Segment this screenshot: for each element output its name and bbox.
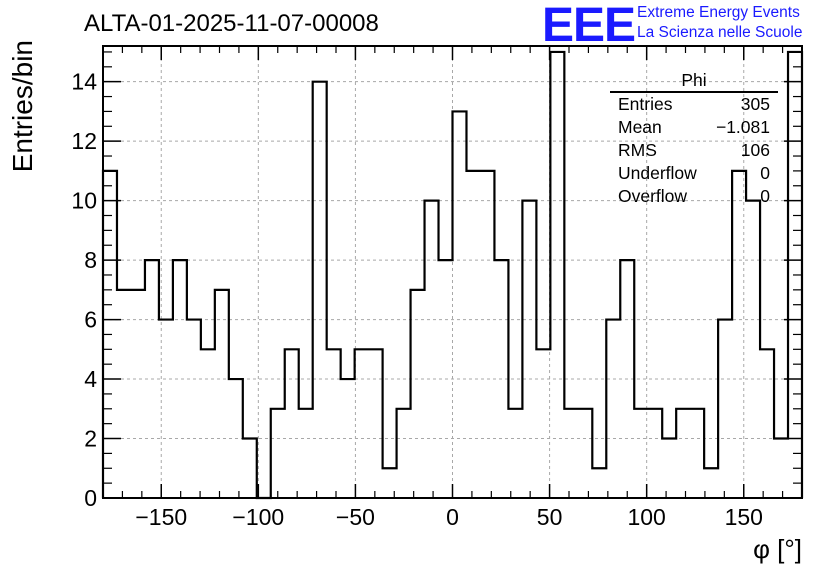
- eee-logo: EEE: [542, 0, 636, 52]
- y-tick-label: 0: [84, 485, 97, 511]
- stats-row-rms: RMS 106: [612, 139, 778, 162]
- stats-label: Entries: [618, 94, 673, 114]
- x-tick-label: −50: [336, 504, 375, 530]
- logo-caption-line1: Extreme Energy Events: [637, 4, 800, 21]
- stats-row-entries: Entries 305: [612, 93, 778, 116]
- tick-labels: −150 −100 −50 0 50 100 150 0 2 4 6 8 10 12 14: [71, 69, 763, 530]
- y-tick-label: 14: [71, 69, 97, 95]
- stats-label: Overflow: [618, 186, 688, 206]
- y-tick-label: 6: [84, 307, 97, 333]
- y-tick-label: 2: [84, 426, 97, 452]
- axis-ticks: [103, 46, 802, 499]
- stats-row-overflow: Overflow 0: [612, 185, 778, 208]
- stats-value: 305: [740, 94, 770, 114]
- stats-value: 106: [740, 140, 770, 160]
- stats-title: Phi: [610, 70, 778, 93]
- y-tick-label: 8: [84, 247, 97, 273]
- stats-label: Mean: [618, 117, 662, 137]
- stats-value: −1.081: [715, 117, 770, 137]
- x-tick-label: −100: [232, 504, 284, 530]
- stats-label: RMS: [618, 140, 657, 160]
- logo-caption-line2: La Scienza nelle Scuole: [637, 24, 803, 41]
- y-axis-label: Entries/bin: [7, 40, 38, 172]
- stats-value: 0: [760, 186, 770, 206]
- stats-row-mean: Mean −1.081: [612, 116, 778, 139]
- stats-box: Phi Entries 305 Mean −1.081 RMS 106 Unde…: [610, 70, 778, 208]
- y-tick-label: 12: [71, 128, 97, 154]
- stats-value: 0: [760, 163, 770, 183]
- x-tick-label: 0: [446, 504, 459, 530]
- x-tick-label: 50: [537, 504, 563, 530]
- x-tick-label: 150: [725, 504, 763, 530]
- x-tick-label: 100: [627, 504, 665, 530]
- x-axis-label: φ [°]: [753, 534, 802, 564]
- stats-label: Underflow: [618, 163, 697, 183]
- window-title: ALTA-01-2025-11-07-00008: [84, 10, 379, 37]
- x-tick-label: −150: [135, 504, 187, 530]
- stats-row-underflow: Underflow 0: [612, 162, 778, 185]
- logo-caption: Extreme Energy Events La Scienza nelle S…: [637, 3, 802, 43]
- histogram-outline: [101, 50, 804, 500]
- y-tick-label: 10: [71, 188, 97, 214]
- y-tick-label: 4: [84, 366, 97, 392]
